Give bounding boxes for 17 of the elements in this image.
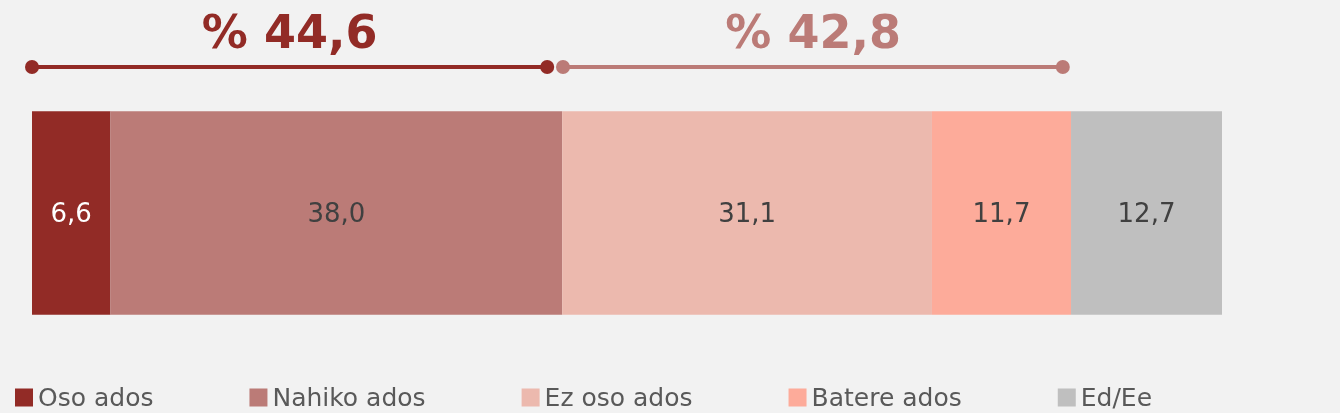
data-label: 6,6 bbox=[50, 198, 92, 228]
data-label: 11,7 bbox=[972, 198, 1031, 228]
legend-label: Nahiko ados bbox=[272, 383, 426, 412]
data-label: 38,0 bbox=[307, 198, 366, 228]
data-label: 12,7 bbox=[1117, 198, 1176, 228]
bar bbox=[32, 111, 111, 315]
text: % 44,6 bbox=[200, 4, 379, 60]
bar bbox=[931, 111, 1072, 315]
legend-label: Ez oso ados bbox=[544, 383, 693, 412]
data-label: 31,1 bbox=[718, 198, 777, 228]
legend-label: Batere ados bbox=[811, 383, 962, 412]
bar bbox=[562, 111, 932, 315]
legend-label: Oso ados bbox=[38, 383, 154, 412]
bar bbox=[110, 111, 563, 315]
bar bbox=[1071, 111, 1222, 315]
text: % 42,8 bbox=[724, 4, 902, 60]
legend-label: Ed/Ee bbox=[1080, 383, 1153, 412]
